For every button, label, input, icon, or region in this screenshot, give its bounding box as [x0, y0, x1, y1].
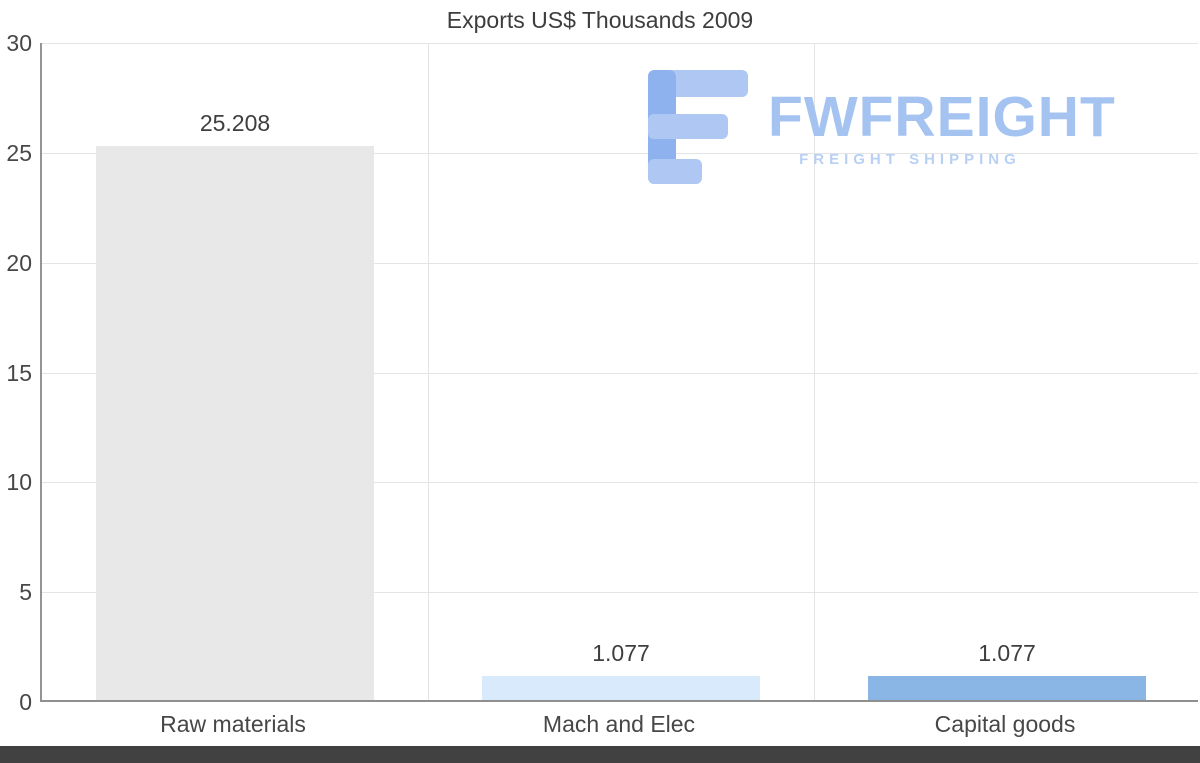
watermark-logo: FWFREIGHT FREIGHT SHIPPING — [648, 70, 1116, 184]
plot-area: 25.208 1.077 1.077 — [40, 43, 1198, 702]
bar-value-label: 1.077 — [978, 640, 1036, 666]
x-category-label: Capital goods — [934, 711, 1076, 737]
y-tick-label: 15 — [6, 359, 32, 386]
watermark-text-block: FWFREIGHT FREIGHT SHIPPING — [768, 85, 1116, 169]
y-tick-label: 5 — [19, 579, 32, 606]
h-gridline — [42, 372, 1198, 374]
y-tick-label: 30 — [6, 30, 32, 56]
h-gridline — [42, 43, 1198, 44]
y-tick-label: 20 — [6, 249, 32, 276]
watermark-brand-text: FWFREIGHT — [768, 85, 1116, 149]
h-gridline — [42, 592, 1198, 594]
y-tick-label: 10 — [6, 469, 32, 496]
v-gridline — [814, 43, 815, 700]
v-gridline — [428, 43, 429, 700]
watermark-tagline: FREIGHT SHIPPING — [799, 151, 1021, 168]
h-gridline — [42, 482, 1198, 484]
bar-raw-materials — [96, 146, 374, 700]
footer-bar — [0, 746, 1200, 763]
y-tick-label: 25 — [6, 139, 32, 166]
fwfreight-logo-icon — [648, 70, 748, 184]
bar-value-label: 25.208 — [199, 110, 271, 136]
chart-title: Exports US$ Thousands 2009 — [446, 7, 754, 33]
h-gridline — [42, 152, 1198, 154]
x-category-label: Raw materials — [160, 711, 306, 737]
bar-value-label: 1.077 — [592, 640, 650, 666]
bar-capital-goods — [868, 676, 1146, 700]
h-gridline — [42, 262, 1198, 264]
y-tick-label: 0 — [19, 689, 32, 715]
bar-mach-and-elec — [482, 676, 760, 700]
x-category-label: Mach and Elec — [542, 711, 696, 737]
